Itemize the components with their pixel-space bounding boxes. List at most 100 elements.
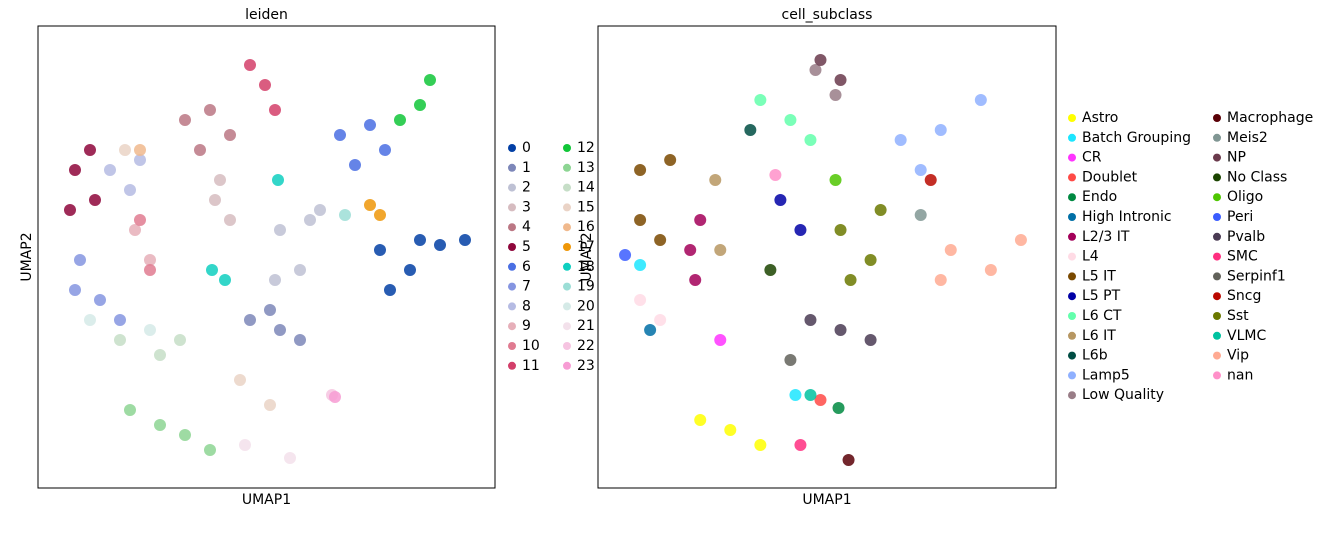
point: [864, 334, 877, 346]
legend-label: CR: [1082, 150, 1102, 166]
legend-label: 4: [522, 219, 531, 235]
point: [984, 264, 997, 276]
legend-marker: [508, 163, 516, 172]
legend-marker: [1213, 133, 1221, 142]
legend-marker: [1068, 114, 1076, 122]
legend-marker: [1068, 213, 1076, 221]
point: [219, 274, 231, 286]
point: [794, 439, 807, 451]
point: [634, 259, 647, 271]
legend-label: Lamp5: [1082, 367, 1130, 383]
legend-marker: [563, 183, 571, 192]
point: [974, 94, 987, 106]
legend-label: Sncg: [1227, 288, 1261, 304]
point: [424, 74, 436, 86]
legend-label: Doublet: [1082, 169, 1138, 185]
point: [394, 114, 406, 126]
point: [224, 214, 236, 226]
legend-marker: [508, 144, 516, 152]
legend-marker: [1068, 252, 1076, 261]
point: [834, 74, 847, 86]
point: [832, 402, 845, 414]
legend-label: Sst: [1227, 308, 1249, 324]
legend-marker: [1213, 312, 1221, 320]
legend-marker: [1068, 351, 1076, 360]
legend-label: 23: [577, 358, 595, 374]
point: [144, 264, 156, 276]
y-axis-label: UMAP2: [579, 232, 595, 281]
point: [179, 114, 191, 126]
legend-label: L6 IT: [1082, 328, 1116, 344]
legend-marker: [563, 342, 571, 350]
legend-label: 8: [522, 298, 531, 314]
point: [134, 144, 146, 156]
legend-label: 20: [577, 298, 595, 314]
point: [414, 99, 426, 111]
point: [694, 214, 707, 226]
point: [269, 104, 281, 116]
point: [274, 324, 286, 336]
legend-marker: [563, 361, 571, 370]
legend-label: Meis2: [1227, 130, 1268, 146]
legend-label: 14: [577, 180, 595, 196]
legend-marker: [563, 163, 571, 172]
legend-label: No Class: [1227, 169, 1287, 185]
legend-label: 2: [522, 180, 531, 196]
legend-marker: [563, 223, 571, 232]
point: [744, 124, 757, 136]
legend-label: nan: [1227, 367, 1253, 383]
legend-label: L5 PT: [1082, 288, 1121, 304]
point: [714, 244, 727, 256]
point: [234, 374, 246, 386]
point: [94, 294, 106, 306]
point: [74, 254, 86, 266]
legend-label: 12: [577, 140, 595, 156]
legend-label: 5: [522, 239, 531, 255]
point: [434, 239, 446, 251]
point: [934, 274, 947, 286]
legend-marker: [1068, 371, 1076, 380]
legend-label: Peri: [1227, 209, 1253, 225]
point: [264, 304, 276, 316]
legend-label: 22: [577, 338, 595, 354]
point: [834, 324, 847, 336]
point: [204, 444, 216, 456]
point: [304, 214, 316, 226]
point: [709, 174, 722, 186]
plot-frame: [37, 25, 496, 489]
legend-label: 10: [522, 338, 540, 354]
legend-marker: [1213, 252, 1221, 261]
point: [644, 324, 657, 336]
legend-marker: [1213, 371, 1221, 380]
legend-marker: [563, 322, 571, 331]
point: [69, 284, 81, 296]
point: [379, 144, 391, 156]
legend-marker: [508, 342, 516, 350]
point: [754, 94, 767, 106]
legend-marker: [508, 223, 516, 232]
point: [69, 164, 81, 176]
legend-marker: [508, 262, 516, 271]
legend-marker: [1068, 272, 1076, 281]
legend-marker: [1068, 232, 1076, 241]
legend-label: 16: [577, 219, 595, 235]
point: [834, 224, 847, 236]
point: [194, 144, 206, 156]
point: [259, 79, 271, 91]
point: [829, 89, 842, 101]
legend-label: 21: [577, 318, 595, 334]
point: [64, 204, 76, 216]
point: [274, 224, 286, 236]
legend-marker: [1213, 232, 1221, 241]
point: [209, 194, 221, 206]
point: [294, 264, 306, 276]
point: [814, 54, 827, 66]
legend-label: Batch Grouping: [1082, 130, 1191, 146]
legend-label: L2/3 IT: [1082, 229, 1130, 245]
legend-marker: [508, 203, 516, 212]
legend-label: 3: [522, 199, 531, 215]
point: [374, 244, 386, 256]
point: [134, 214, 146, 226]
point: [114, 314, 126, 326]
point: [104, 164, 116, 176]
